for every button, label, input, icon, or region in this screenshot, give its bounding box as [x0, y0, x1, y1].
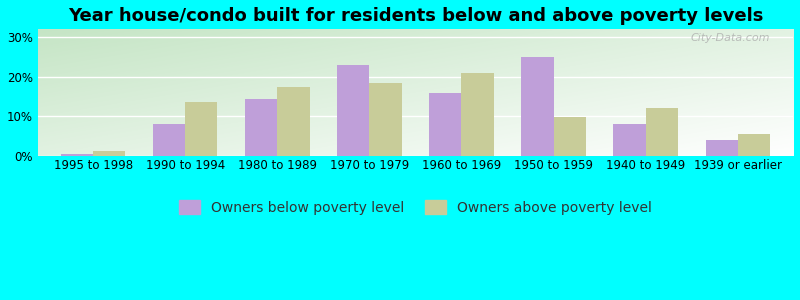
Bar [614, 124, 646, 156]
Bar [646, 108, 678, 156]
Bar [522, 57, 554, 156]
Bar [554, 117, 586, 156]
Bar [93, 151, 126, 156]
Bar [337, 65, 370, 156]
Bar [61, 154, 93, 156]
Bar [245, 98, 278, 156]
Bar [706, 140, 738, 156]
Title: Year house/condo built for residents below and above poverty levels: Year house/condo built for residents bel… [68, 7, 763, 25]
Bar [430, 93, 462, 156]
Bar [185, 103, 218, 156]
Bar [738, 134, 770, 156]
Bar [153, 124, 185, 156]
Bar [462, 73, 494, 156]
Legend: Owners below poverty level, Owners above poverty level: Owners below poverty level, Owners above… [179, 200, 652, 215]
Text: City-Data.com: City-Data.com [691, 33, 770, 43]
Bar [370, 83, 402, 156]
Bar [278, 87, 310, 156]
